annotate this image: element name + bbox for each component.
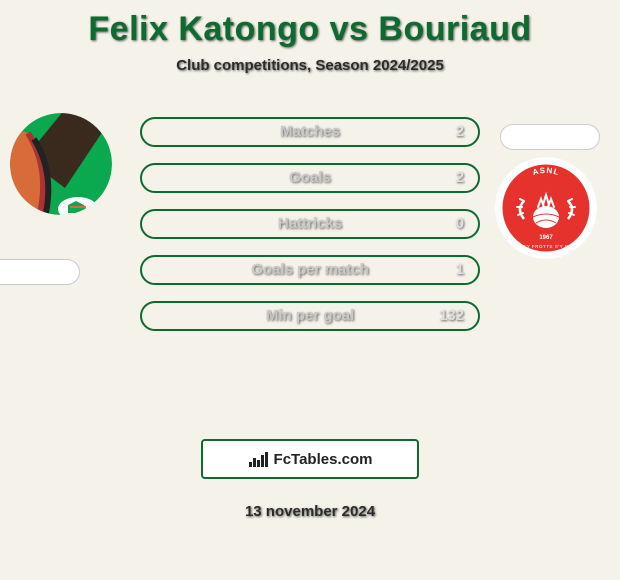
stat-label: Hattricks [278, 215, 342, 232]
stat-label: Min per goal [266, 307, 354, 324]
comparison-card: Felix Katongo vs Bouriaud Club competiti… [0, 0, 620, 580]
subtitle: Club competitions, Season 2024/2025 [0, 57, 620, 74]
club-year: 1967 [539, 235, 553, 241]
stat-value-right: 0 [456, 215, 464, 232]
main-area: ASNL 1967 QUI S'Y FROTTE S'Y PIQUE Match… [0, 109, 620, 409]
stats-list: Matches 2 Goals 2 Hattricks 0 Goals per … [140, 109, 480, 331]
stat-row-min-per-goal: Min per goal 132 [140, 301, 480, 331]
stat-value-right: 132 [439, 307, 464, 324]
brand-box: FcTables.com [201, 439, 419, 479]
player-right: ASNL 1967 QUI S'Y FROTTE S'Y PIQUE [495, 109, 605, 259]
club-badge-asnl: ASNL 1967 QUI S'Y FROTTE S'Y PIQUE [495, 157, 597, 259]
club-motto: QUI S'Y FROTTE S'Y PIQUE [511, 244, 582, 249]
page-title: Felix Katongo vs Bouriaud [0, 0, 620, 49]
brand-text: FcTables.com [274, 451, 373, 468]
stat-label: Goals per match [251, 261, 369, 278]
stat-label: Goals [289, 169, 331, 186]
stat-row-goals: Goals 2 [140, 163, 480, 193]
stat-value-right: 2 [456, 169, 464, 186]
player-left [10, 109, 120, 215]
stat-row-matches: Matches 2 [140, 117, 480, 147]
avatar-left [10, 113, 112, 215]
stat-value-right: 1 [456, 261, 464, 278]
stat-row-hattricks: Hattricks 0 [140, 209, 480, 239]
date-line: 13 november 2024 [0, 503, 620, 520]
avatar-right: ASNL 1967 QUI S'Y FROTTE S'Y PIQUE [495, 157, 597, 259]
stat-value-right: 2 [456, 123, 464, 140]
country-pill-right [500, 124, 600, 150]
stat-label: Matches [280, 123, 340, 140]
bars-icon [248, 450, 270, 468]
avatar-left-image [10, 113, 112, 215]
stat-row-goals-per-match: Goals per match 1 [140, 255, 480, 285]
country-pill-left [0, 259, 80, 285]
